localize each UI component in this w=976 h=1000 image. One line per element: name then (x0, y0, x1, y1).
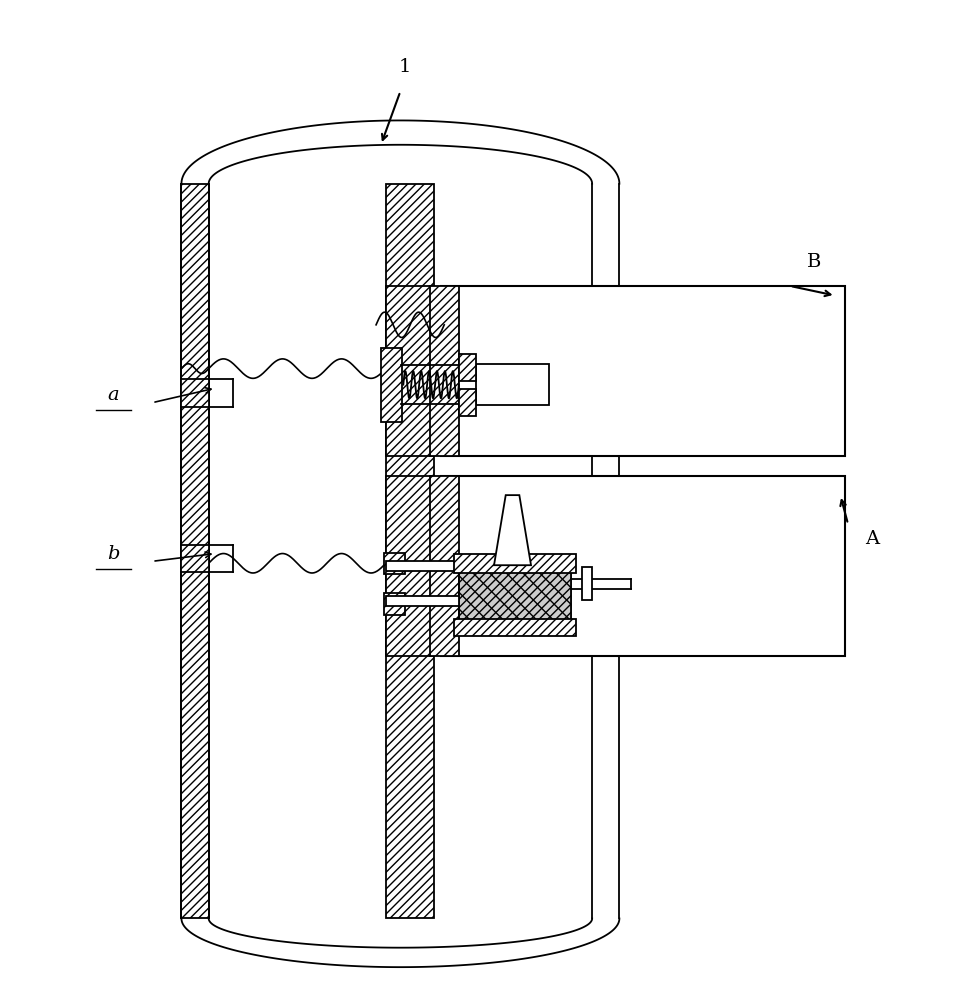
Bar (459, 389, 476, 416)
Bar (384, 553, 405, 574)
Polygon shape (494, 495, 531, 565)
Text: b: b (107, 545, 119, 563)
Bar (386, 476, 434, 656)
Bar (381, 348, 402, 422)
Bar (459, 557, 571, 630)
Text: 1: 1 (399, 58, 412, 76)
Bar (454, 619, 576, 636)
Bar (182, 184, 209, 918)
Bar (429, 476, 459, 656)
Text: a: a (107, 386, 119, 404)
Bar (459, 379, 498, 391)
Bar (459, 354, 476, 381)
Bar (384, 593, 405, 615)
Bar (441, 476, 845, 656)
Bar (386, 184, 434, 918)
Bar (583, 567, 592, 600)
Bar (454, 554, 576, 573)
Text: B: B (807, 253, 821, 271)
Bar (476, 364, 549, 405)
Bar (386, 561, 498, 571)
Bar (386, 286, 434, 456)
Text: A: A (866, 530, 879, 548)
Bar (441, 286, 845, 456)
Bar (386, 596, 498, 606)
Bar (459, 557, 571, 630)
Bar (429, 286, 459, 456)
Bar (182, 545, 209, 572)
Bar (182, 379, 209, 407)
